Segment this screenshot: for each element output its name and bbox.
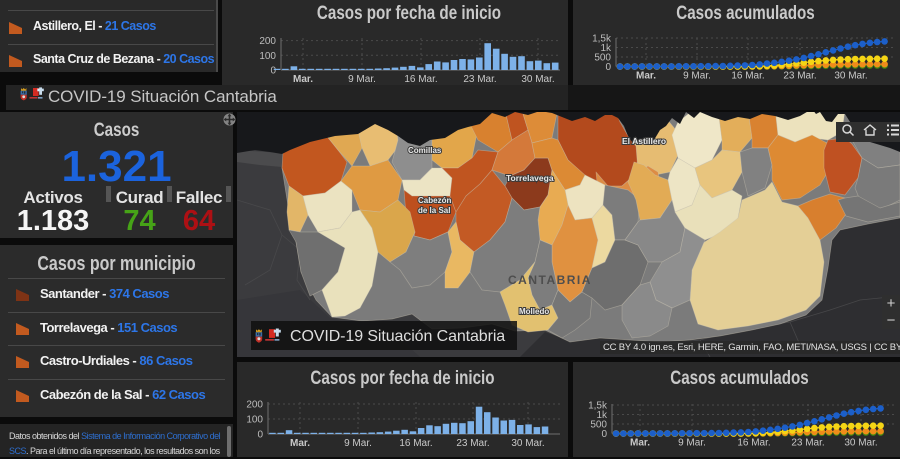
svg-text:0: 0 [601,429,607,440]
svg-text:1,5k: 1,5k [588,401,608,412]
svg-text:500: 500 [594,53,611,64]
svg-text:200: 200 [246,400,263,411]
svg-text:Torrelavega: Torrelavega [506,173,554,183]
svg-text:100: 100 [246,415,263,426]
svg-text:Molledo: Molledo [519,307,549,316]
svg-text:23 Mar.: 23 Mar. [463,74,496,85]
svg-text:23 Mar.: 23 Mar. [783,71,816,82]
svg-text:de la Sal: de la Sal [418,206,450,215]
svg-text:0: 0 [270,66,276,77]
svg-text:30 Mar.: 30 Mar. [511,438,544,449]
svg-text:Mar.: Mar. [290,438,310,449]
svg-text:9 Mar.: 9 Mar. [683,71,711,82]
svg-text:30 Mar.: 30 Mar. [521,74,554,85]
svg-text:200: 200 [259,36,276,47]
svg-text:500: 500 [590,420,607,431]
svg-text:1,5k: 1,5k [592,34,612,45]
svg-text:El Astillero: El Astillero [622,136,666,146]
svg-text:Comillas: Comillas [408,146,442,155]
svg-text:CANTABRIA: CANTABRIA [508,273,592,287]
svg-text:23 Mar.: 23 Mar. [456,438,489,449]
svg-text:0: 0 [605,62,611,73]
svg-text:16 Mar.: 16 Mar. [404,74,437,85]
svg-text:9 Mar.: 9 Mar. [678,438,706,449]
svg-text:Mar.: Mar. [293,74,313,85]
svg-text:30 Mar.: 30 Mar. [844,438,877,449]
svg-text:0: 0 [257,430,263,441]
svg-text:23 Mar.: 23 Mar. [791,438,824,449]
svg-text:30 Mar.: 30 Mar. [834,71,867,82]
svg-text:16 Mar.: 16 Mar. [399,438,432,449]
svg-text:1k: 1k [596,410,608,421]
svg-text:16 Mar.: 16 Mar. [731,71,764,82]
svg-text:1k: 1k [600,43,612,54]
svg-text:Cabezón: Cabezón [418,196,451,205]
svg-text:9 Mar.: 9 Mar. [348,74,376,85]
svg-text:Mar.: Mar. [630,438,650,449]
svg-text:100: 100 [259,51,276,62]
svg-text:16 Mar.: 16 Mar. [737,438,770,449]
svg-text:9 Mar.: 9 Mar. [344,438,372,449]
svg-text:Mar.: Mar. [636,71,656,82]
